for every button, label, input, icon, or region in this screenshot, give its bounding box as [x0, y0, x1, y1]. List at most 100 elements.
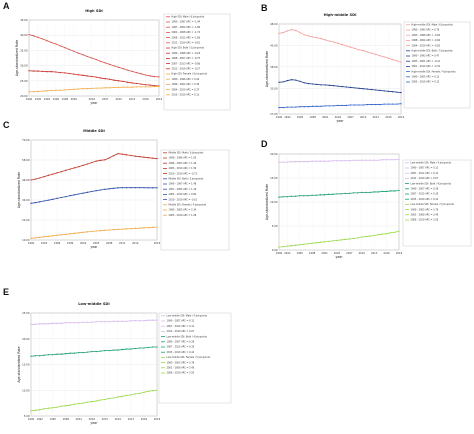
data-point	[73, 50, 75, 52]
legend-entry: 2008 - 2012 APC = -1.86	[172, 36, 201, 39]
data-point	[295, 29, 297, 32]
data-point	[117, 320, 119, 322]
data-point	[396, 103, 398, 105]
data-point	[385, 159, 388, 161]
data-point	[324, 39, 326, 41]
data-point	[333, 85, 335, 87]
data-point	[323, 241, 326, 243]
data-point	[91, 400, 93, 403]
y-tick-label: 40.00	[20, 33, 28, 37]
data-point	[307, 243, 309, 245]
data-point	[108, 349, 110, 352]
data-point	[385, 233, 388, 235]
x-tick-label: 1998	[309, 115, 316, 119]
data-point	[55, 89, 57, 91]
data-point	[390, 232, 392, 234]
data-point	[95, 160, 97, 162]
data-point	[47, 323, 50, 325]
data-point	[398, 189, 400, 192]
data-point	[104, 87, 106, 89]
data-point	[117, 228, 119, 230]
data-point	[348, 238, 350, 240]
legend-box	[158, 312, 232, 404]
series-line-3	[29, 86, 159, 93]
data-point	[134, 320, 136, 322]
data-point	[152, 346, 154, 348]
series-line-3	[279, 103, 402, 108]
legend-entry: 1993 - 1998 APC = -0.84	[412, 34, 441, 37]
legend-entry: 2005 - 2019 APC = 0.12	[412, 81, 440, 84]
data-point	[361, 236, 363, 238]
data-point	[121, 348, 123, 351]
data-point	[278, 81, 280, 83]
data-point	[113, 86, 115, 89]
data-point	[56, 406, 58, 408]
data-point	[344, 238, 346, 241]
data-point	[365, 235, 367, 238]
chart-title: High SDI	[85, 9, 103, 13]
data-point	[156, 319, 158, 321]
data-point	[104, 188, 106, 190]
data-point	[138, 320, 141, 322]
data-point	[282, 81, 284, 83]
data-point	[316, 105, 318, 107]
legend-entry: 1996 - 2004 APC = 0.39	[172, 83, 200, 86]
data-point	[95, 321, 97, 323]
data-point	[278, 32, 280, 35]
data-point	[400, 91, 402, 94]
y-tick-label: 46.00	[22, 178, 30, 182]
data-point	[100, 60, 102, 62]
legend-box	[402, 159, 472, 247]
legend-entry: 2008 - 2019 APC = 3.55	[411, 219, 439, 222]
data-point	[99, 159, 102, 161]
plot-area	[28, 19, 160, 97]
data-point	[86, 163, 89, 165]
data-point	[315, 194, 317, 196]
data-point	[117, 187, 119, 189]
data-point	[69, 322, 71, 324]
data-point	[375, 53, 377, 56]
data-point	[282, 106, 284, 109]
data-point	[303, 106, 305, 108]
data-point	[69, 168, 71, 170]
x-tick-label: 2011	[119, 241, 126, 245]
data-point	[320, 37, 322, 40]
x-tick-label: 2004	[334, 251, 341, 255]
data-point	[121, 187, 123, 189]
data-point	[56, 234, 58, 236]
data-point	[109, 78, 111, 80]
data-point	[43, 236, 45, 238]
data-point	[400, 103, 402, 105]
data-point	[30, 179, 32, 181]
data-point	[95, 76, 97, 78]
legend-entry: 2002 - 2008 APC = -1.72	[172, 31, 201, 34]
data-point	[336, 193, 338, 195]
y-tick-label: 20.00	[270, 152, 278, 156]
data-point	[99, 321, 102, 323]
data-point	[86, 75, 88, 77]
y-tick-label: 20.00	[22, 337, 30, 341]
data-point	[122, 80, 124, 83]
data-point	[387, 90, 390, 92]
x-tick-label: 2010	[115, 417, 122, 421]
data-point	[286, 79, 289, 82]
legend-entry: 2001 - 2019 APC = -0.32	[412, 65, 441, 68]
data-point	[373, 159, 375, 161]
data-point	[91, 57, 93, 59]
data-point	[316, 83, 318, 86]
data-point	[104, 349, 106, 352]
data-point	[37, 70, 39, 72]
y-tick-label: 15.00	[22, 363, 30, 367]
data-point	[366, 88, 368, 90]
data-point	[50, 71, 53, 73]
data-point	[152, 157, 154, 159]
data-point	[52, 198, 54, 200]
data-point	[47, 199, 50, 201]
panel-b: B High-middle SDI 27.00 33.00 38.00 43.00 48.0…	[261, 3, 471, 123]
legend-entry: 2008 - 2019 APC = 3.55	[167, 372, 195, 375]
x-tick-label: 1992	[284, 251, 291, 255]
data-point	[73, 194, 76, 196]
data-point	[43, 354, 45, 356]
data-point	[60, 196, 63, 199]
x-tick-label: 2016	[383, 251, 390, 255]
